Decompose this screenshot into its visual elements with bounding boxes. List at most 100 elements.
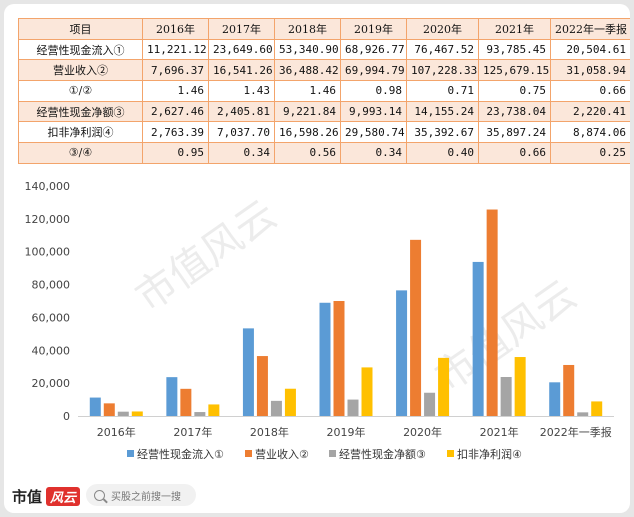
card: 项目 2016年 2017年 2018年 2019年 2020年 2021年 2… xyxy=(4,4,630,513)
header-cell: 项目 xyxy=(18,18,143,40)
y-tick-label: 0 xyxy=(63,410,70,423)
legend-swatch xyxy=(329,450,336,457)
table-cell: 0.98 xyxy=(340,80,407,102)
table-row: ③/④ 0.95 0.34 0.56 0.34 0.40 0.66 0.25 xyxy=(18,142,630,164)
y-tick-label: 100,000 xyxy=(25,246,71,259)
row-label: 营业收入② xyxy=(18,59,143,82)
table-cell: 9,221.84 xyxy=(274,100,341,123)
table-row: 经营性现金流入① 11,221.12 23,649.60 53,340.90 68,92… xyxy=(18,38,630,61)
table-cell: 14,155.24 xyxy=(406,100,479,123)
table-cell: 68,926.77 xyxy=(340,38,407,61)
header-cell: 2020年 xyxy=(406,18,479,40)
table-cell: 0.66 xyxy=(478,142,551,164)
table-cell: 76,467.52 xyxy=(406,38,479,61)
data-table: 项目 2016年 2017年 2018年 2019年 2020年 2021年 2… xyxy=(18,18,630,164)
bar xyxy=(242,328,254,416)
bar xyxy=(361,367,373,416)
bar xyxy=(208,404,220,416)
brand-name: 市值 xyxy=(12,488,43,506)
table-cell: 0.75 xyxy=(478,80,551,102)
legend-label: 营业收入② xyxy=(255,447,309,461)
bar xyxy=(396,290,408,416)
header-cell: 2016年 xyxy=(142,18,209,40)
bar xyxy=(194,412,206,416)
x-tick-label: 2020年 xyxy=(403,425,442,439)
table-cell: 36,488.42 xyxy=(274,59,341,82)
bar xyxy=(180,388,192,416)
bar xyxy=(131,411,143,416)
table-cell: 11,221.12 xyxy=(142,38,209,61)
bar xyxy=(256,356,268,416)
bar xyxy=(486,209,498,416)
table-cell: 35,897.24 xyxy=(478,121,551,144)
bar xyxy=(514,357,526,416)
x-tick-label: 2019年 xyxy=(327,425,366,439)
y-tick-label: 120,000 xyxy=(25,213,71,226)
x-tick-label: 2017年 xyxy=(173,425,212,439)
header-cell: 2019年 xyxy=(340,18,407,40)
table-cell: 2,405.81 xyxy=(208,100,275,123)
brand-logo: 风云 xyxy=(46,487,81,506)
table-cell: 0.25 xyxy=(550,142,630,164)
row-label: 经营性现金流入① xyxy=(18,38,143,61)
bar xyxy=(166,377,178,416)
table-cell: 125,679.15 xyxy=(478,59,551,82)
legend-label: 经营性现金流入① xyxy=(137,447,224,461)
table-cell: 0.40 xyxy=(406,142,479,164)
table-cell: 0.56 xyxy=(274,142,341,164)
table-cell: 0.95 xyxy=(142,142,209,164)
bar xyxy=(591,401,603,416)
table-cell: 2,220.41 xyxy=(550,100,630,123)
bar xyxy=(103,403,115,416)
brand: 市值 风云 xyxy=(12,486,81,507)
table-cell: 1.43 xyxy=(208,80,275,102)
x-tick-label: 2021年 xyxy=(480,425,519,439)
legend-swatch xyxy=(245,450,252,457)
y-tick-label: 20,000 xyxy=(32,377,71,390)
legend-swatch xyxy=(127,450,134,457)
bar xyxy=(117,411,129,416)
table-cell: 9,993.14 xyxy=(340,100,407,123)
y-tick-label: 80,000 xyxy=(32,279,71,292)
y-tick-label: 140,000 xyxy=(25,180,71,193)
table-cell: 23,738.04 xyxy=(478,100,551,123)
table-cell: 1.46 xyxy=(142,80,209,102)
table-cell: 7,696.37 xyxy=(142,59,209,82)
x-tick-label: 2022年一季报 xyxy=(540,425,612,439)
table-cell: 0.34 xyxy=(340,142,407,164)
bar xyxy=(270,400,282,416)
x-tick-label: 2016年 xyxy=(97,425,136,439)
bar xyxy=(333,301,345,416)
bar xyxy=(472,261,484,416)
legend-label: 扣非净利润④ xyxy=(457,447,522,461)
y-tick-label: 40,000 xyxy=(32,344,71,357)
table-cell: 8,874.06 xyxy=(550,121,630,144)
table-row: 经营性现金净额③ 2,627.46 2,405.81 9,221.84 9,993.14… xyxy=(18,100,630,123)
search-placeholder: 买股之前搜一搜 xyxy=(111,491,181,503)
bar xyxy=(319,302,331,416)
bar xyxy=(284,388,296,416)
table-cell: 23,649.60 xyxy=(208,38,275,61)
bar-chart: 0 20,000 40,000 60,000 80,000 100,000 120,000 1… xyxy=(25,180,614,461)
legend-label: 经营性现金净额③ xyxy=(339,447,426,461)
bar xyxy=(563,364,575,416)
row-label: ③/④ xyxy=(18,142,143,164)
x-tick-label: 2018年 xyxy=(250,425,289,439)
header-cell: 2021年 xyxy=(478,18,551,40)
table-cell: 107,228.33 xyxy=(406,59,479,82)
table-row: ①/② 1.46 1.43 1.46 0.98 0.71 0.75 0.66 xyxy=(18,80,630,102)
table-cell: 2,763.39 xyxy=(142,121,209,144)
bar xyxy=(500,377,512,416)
bar xyxy=(347,399,359,416)
table-row: 扣非净利润④ 2,763.39 7,037.70 16,598.26 29,580.74… xyxy=(18,121,630,144)
table-cell: 31,058.94 xyxy=(550,59,630,82)
bar xyxy=(424,392,436,416)
table-cell: 2,627.46 xyxy=(142,100,209,123)
legend-swatch xyxy=(447,450,454,457)
search-box[interactable]: 买股之前搜一搜 xyxy=(86,484,196,506)
bar xyxy=(549,382,561,416)
table-row: 营业收入② 7,696.37 16,541.26 36,488.42 69,994.79… xyxy=(18,59,630,82)
table-header-row: 项目 2016年 2017年 2018年 2019年 2020年 2021年 2… xyxy=(18,18,630,40)
search-icon xyxy=(94,489,105,501)
table-cell: 1.46 xyxy=(274,80,341,102)
